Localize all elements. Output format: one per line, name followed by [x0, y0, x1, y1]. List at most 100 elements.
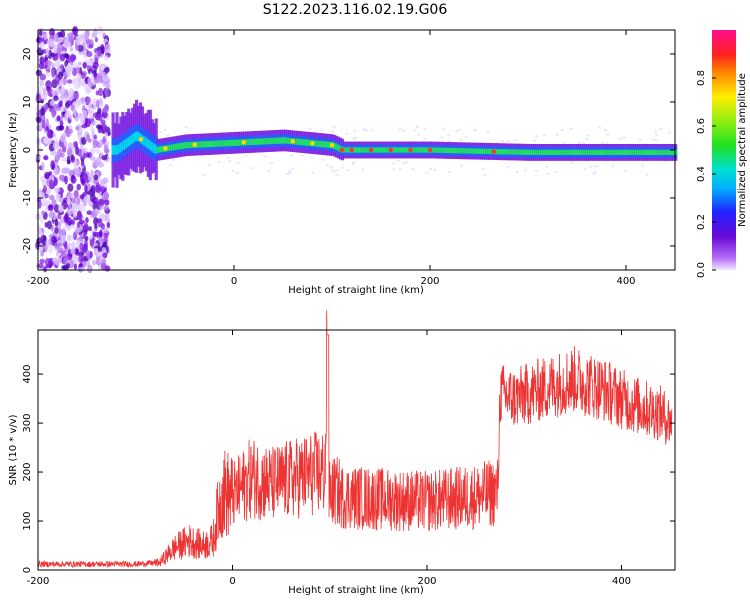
band-peak [408, 147, 413, 153]
band-core [499, 149, 503, 155]
band-core [630, 149, 635, 156]
noise-speckle [94, 37, 99, 43]
band-core [517, 149, 521, 155]
snr-panel: -200 0 200 400 0 100 200 300 400 Height of stra… [8, 310, 676, 596]
noise-speckle [52, 132, 56, 138]
band-core [417, 147, 421, 153]
band-core [244, 139, 248, 146]
x-tick-label: 200 [420, 276, 439, 287]
noise-speckle [54, 60, 60, 68]
noise-speckle [54, 187, 61, 193]
band-core [166, 145, 170, 152]
halo-speckle [582, 142, 586, 145]
band-core [199, 141, 203, 148]
band-core [642, 149, 646, 156]
noise-speckle [66, 196, 71, 206]
halo-speckle [332, 170, 336, 173]
noise-speckle [57, 247, 64, 254]
noise-speckle [95, 184, 102, 193]
halo-speckle [362, 128, 366, 131]
band-peak [241, 140, 246, 145]
noise-speckle [86, 60, 93, 66]
band-core [534, 149, 539, 156]
y-tick-label: -10 [22, 190, 33, 206]
noise-speckle [48, 245, 53, 254]
band-core [327, 141, 331, 148]
halo-speckle [415, 126, 419, 129]
band-core [466, 148, 470, 154]
halo-speckle [413, 129, 417, 132]
y-tick-label: 0 [22, 567, 33, 573]
band-core [187, 141, 192, 149]
halo-speckle [320, 128, 324, 131]
band-core [319, 140, 323, 148]
band-core [568, 149, 572, 156]
noise-speckle [51, 89, 56, 96]
spectrogram-x-ticks: -200 0 200 400 [27, 30, 636, 287]
band-core [154, 144, 158, 155]
noise-speckle [81, 177, 86, 186]
band-core [366, 147, 370, 153]
x-tick-label: 200 [417, 576, 436, 587]
halo-speckle [473, 129, 477, 132]
halo-speckle [347, 169, 351, 172]
noise-speckle [63, 140, 68, 148]
noise-speckle [93, 120, 97, 126]
noise-speckle [103, 144, 109, 154]
band-core [111, 145, 115, 155]
noise-speckle [40, 41, 45, 51]
halo-speckle [560, 128, 564, 131]
noise-speckle [99, 179, 107, 185]
band-core [403, 147, 407, 153]
noise-speckle [58, 71, 64, 80]
noise-speckle [53, 204, 60, 213]
band-core [203, 141, 207, 148]
band-peak [192, 142, 197, 147]
halo-speckle [543, 134, 547, 137]
band-core [264, 138, 268, 145]
noise-speckle [62, 227, 66, 234]
snr-plot-area [38, 330, 675, 570]
noise-speckle [98, 198, 105, 206]
noise-speckle [98, 230, 103, 238]
band-core [254, 138, 258, 145]
band-core [495, 148, 499, 155]
halo-speckle [370, 128, 374, 131]
halo-speckle [532, 139, 536, 142]
halo-speckle [585, 138, 589, 141]
halo-speckle [423, 138, 427, 141]
halo-speckle [163, 128, 167, 131]
halo-speckle [336, 169, 340, 172]
noise-speckle [77, 251, 85, 257]
band-core [476, 148, 480, 154]
band-core [440, 147, 444, 153]
noise-speckle [75, 45, 79, 51]
band-core [577, 149, 582, 156]
halo-speckle [483, 173, 487, 176]
noise-speckle [97, 48, 102, 57]
band-core [560, 149, 564, 156]
noise-speckle [45, 71, 50, 77]
band-core [566, 149, 570, 156]
band-core [360, 147, 364, 153]
noise-speckle [102, 252, 108, 259]
band-core [540, 149, 544, 156]
noise-speckle [92, 97, 97, 107]
band-core [615, 149, 619, 156]
band-core [446, 147, 450, 154]
band-core [280, 137, 284, 144]
halo-speckle [593, 165, 597, 168]
colorbar-tick-label: 0.4 [696, 166, 707, 182]
noise-speckle [72, 254, 79, 264]
band-core [364, 147, 368, 153]
band-peak [310, 141, 315, 146]
band-core [305, 139, 309, 146]
noise-speckle [61, 265, 67, 270]
halo-speckle [231, 169, 235, 172]
band-core [438, 147, 443, 153]
halo-speckle [168, 164, 172, 167]
noise-speckle [48, 41, 54, 48]
halo-speckle [139, 172, 143, 175]
halo-speckle [332, 126, 336, 129]
noise-speckle [39, 73, 46, 81]
